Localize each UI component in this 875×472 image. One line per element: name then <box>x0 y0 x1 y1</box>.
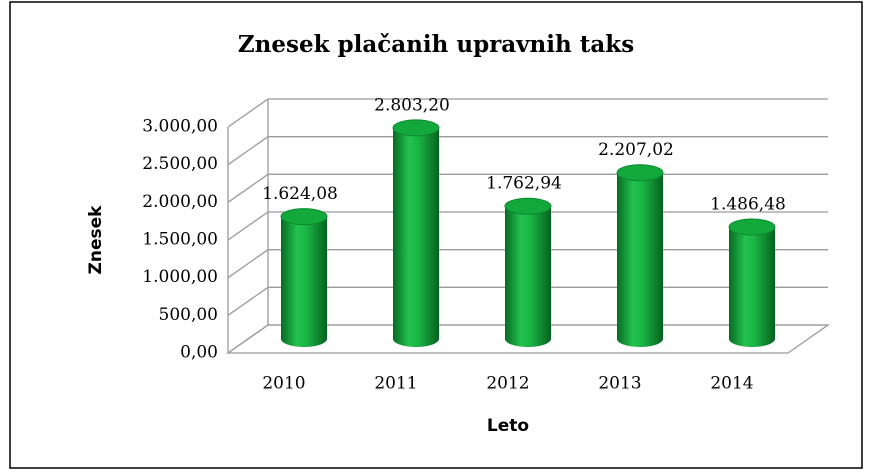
y-tick-label: 0,00 <box>180 343 218 363</box>
grid-line-side <box>227 324 269 354</box>
y-tick-label: 1.500,00 <box>142 230 218 250</box>
value-label: 1.486,48 <box>710 195 786 215</box>
grid-line-side <box>227 211 269 241</box>
cylinder-body <box>281 216 327 347</box>
cylinder-top <box>280 208 328 226</box>
y-tick-label: 2.000,00 <box>142 192 218 212</box>
cylinder-body <box>617 172 663 347</box>
y-tick-label: 3.000,00 <box>142 117 218 137</box>
cylinder-body <box>729 227 775 347</box>
x-tick-label: 2012 <box>486 374 529 394</box>
cylinder-top <box>504 197 552 215</box>
grid-line-side <box>227 249 269 279</box>
x-tick-label: 2014 <box>710 374 753 394</box>
y-axis-title: Znesek <box>86 205 106 275</box>
cylinder-top <box>728 218 776 236</box>
y-tick-label: 2.500,00 <box>142 154 218 174</box>
cylinder-top <box>616 164 664 182</box>
y-tick-label: 500,00 <box>159 305 218 325</box>
x-tick-label: 2013 <box>598 374 641 394</box>
y-tick-label: 1.000,00 <box>142 267 218 287</box>
grid-line-side <box>227 286 269 316</box>
grid-line-side <box>227 98 269 128</box>
grid-line-side <box>227 136 269 166</box>
x-tick-label: 2011 <box>374 374 417 394</box>
value-label: 1.624,08 <box>262 184 338 204</box>
grid-line-side <box>227 173 269 203</box>
cylinder-body <box>505 206 551 347</box>
chart-title: Znesek plačanih upravnih taks <box>238 31 634 58</box>
value-label: 1.762,94 <box>486 174 562 194</box>
cylinder-top <box>392 119 440 137</box>
value-label: 2.803,20 <box>374 95 450 115</box>
value-label: 2.207,02 <box>598 140 674 160</box>
x-axis-title: Leto <box>487 416 529 436</box>
x-tick-label: 2010 <box>262 374 305 394</box>
cylinder-body <box>393 127 439 348</box>
